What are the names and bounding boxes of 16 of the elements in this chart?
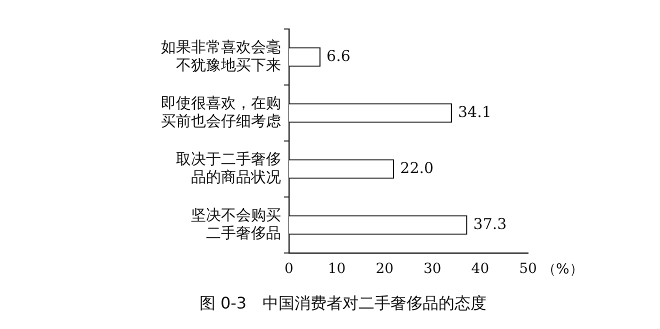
data-label: 6.6 [326, 46, 350, 65]
x-tick-label: 20 [376, 261, 394, 278]
x-tick-label: 10 [328, 261, 346, 278]
data-label: 22.0 [400, 158, 434, 177]
x-tick-label: 40 [471, 261, 490, 278]
x-axis-title: （%） [542, 262, 584, 278]
data-label: 37.3 [473, 214, 507, 233]
x-tick-label: 30 [423, 261, 442, 278]
y-tick-label: 取决于二手奢侈品的商品状况 [176, 150, 281, 186]
text: 图 0-3 中国消费者对二手奢侈品的态度 [199, 294, 487, 313]
y-tick-label: 即使很喜欢，在购买前也会仔细考虑 [161, 94, 281, 130]
x-tick-label: 0 [284, 261, 294, 278]
data-label: 34.1 [458, 102, 492, 121]
y-tick-label: 如果非常喜欢会毫不犹豫地买下来 [161, 38, 281, 74]
x-tick-label: 50 [519, 261, 537, 278]
y-tick-label: 坚决不会购买二手奢侈品 [191, 206, 281, 242]
